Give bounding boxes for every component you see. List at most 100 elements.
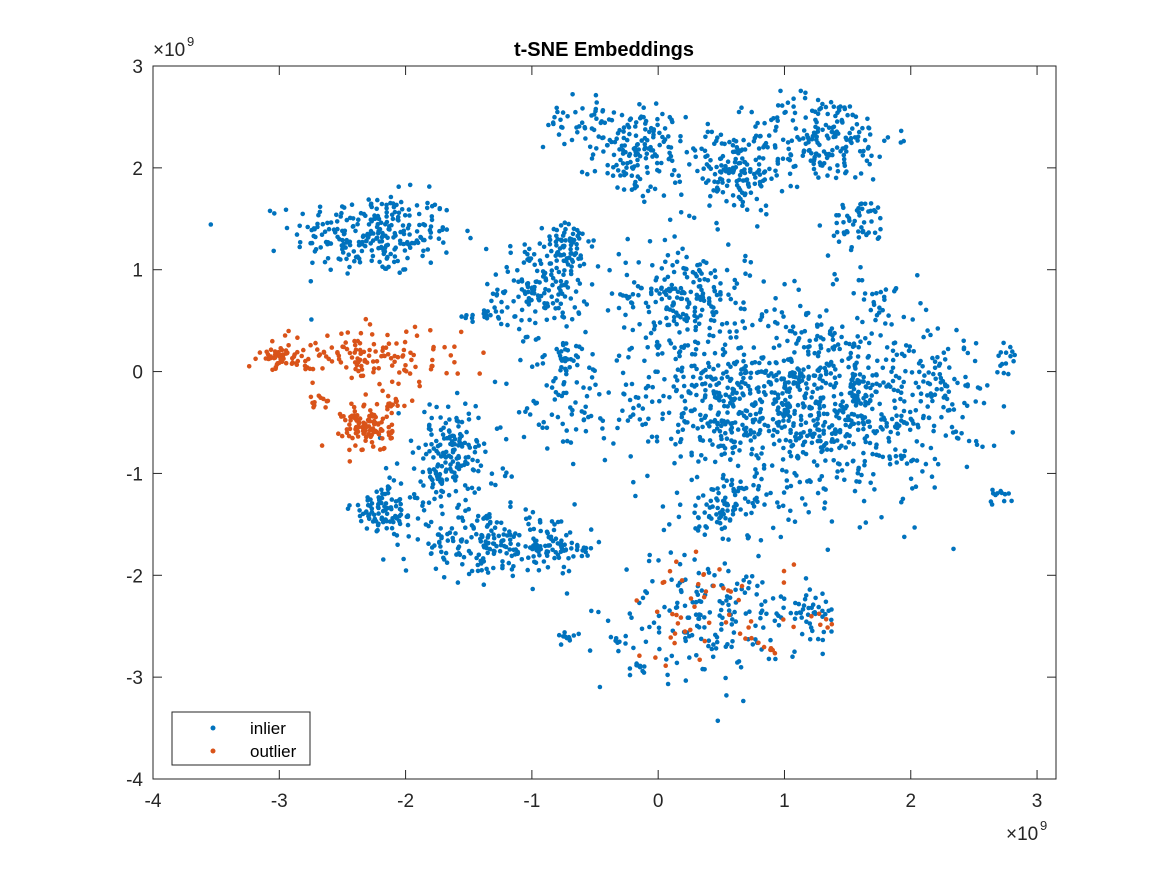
point-inlier (310, 260, 315, 266)
point-inlier (570, 461, 576, 467)
point-inlier (556, 132, 562, 137)
point-inlier (810, 628, 815, 634)
point-inlier (560, 439, 566, 444)
point-inlier (812, 382, 817, 388)
point-outlier (257, 350, 263, 355)
point-inlier (726, 170, 732, 176)
point-inlier (841, 156, 847, 162)
point-inlier (929, 394, 934, 400)
point-inlier (745, 182, 751, 187)
point-inlier (391, 478, 397, 483)
point-inlier (677, 502, 683, 508)
point-inlier (555, 541, 561, 546)
point-inlier (742, 258, 747, 264)
point-inlier (650, 579, 655, 584)
point-inlier (856, 206, 861, 211)
point-inlier (817, 376, 822, 381)
point-outlier (356, 368, 361, 374)
point-outlier (693, 549, 699, 555)
point-inlier (932, 485, 937, 490)
point-inlier (909, 370, 915, 375)
point-outlier (268, 347, 274, 353)
point-inlier (578, 253, 583, 258)
point-outlier (272, 349, 278, 354)
point-inlier (868, 201, 874, 206)
point-inlier (527, 317, 532, 323)
point-inlier (937, 372, 943, 377)
point-inlier (712, 179, 717, 184)
point-inlier (382, 491, 388, 497)
point-inlier (813, 117, 818, 123)
point-inlier (779, 425, 785, 431)
point-inlier (1009, 498, 1014, 504)
point-inlier (374, 236, 379, 241)
point-inlier (839, 468, 845, 473)
point-inlier (862, 201, 868, 207)
point-inlier (367, 503, 373, 509)
point-inlier (741, 300, 746, 305)
point-inlier (831, 233, 837, 239)
point-inlier (835, 461, 841, 466)
point-inlier (846, 356, 851, 362)
point-inlier (942, 357, 948, 362)
point-inlier (921, 379, 926, 384)
point-inlier (762, 599, 768, 604)
point-inlier (866, 353, 871, 359)
point-inlier (702, 667, 707, 672)
legend[interactable]: inlier outlier (171, 711, 311, 766)
point-outlier (369, 332, 375, 337)
y-tick-label: -1 (126, 464, 143, 485)
point-inlier (815, 97, 821, 103)
point-inlier (484, 516, 490, 521)
point-inlier (385, 242, 391, 248)
point-inlier (871, 472, 876, 477)
point-inlier (615, 425, 620, 431)
point-inlier (880, 427, 885, 432)
point-inlier (495, 314, 501, 320)
point-inlier (841, 152, 847, 158)
point-inlier (859, 206, 865, 212)
point-inlier (467, 445, 473, 450)
point-inlier (755, 120, 760, 126)
point-inlier (749, 574, 755, 579)
point-inlier (884, 424, 889, 429)
point-outlier (392, 353, 398, 359)
point-inlier (707, 438, 713, 443)
point-inlier (443, 420, 449, 426)
point-inlier (825, 547, 831, 553)
point-inlier (572, 502, 577, 507)
point-inlier (657, 320, 663, 325)
y-exponent-power: 9 (187, 34, 194, 49)
point-inlier (468, 235, 473, 241)
point-inlier (515, 268, 520, 273)
point-inlier (758, 407, 764, 412)
point-inlier (386, 264, 391, 270)
point-inlier (816, 350, 822, 355)
point-inlier (748, 412, 753, 418)
point-inlier (715, 227, 720, 232)
point-inlier (703, 524, 708, 529)
point-inlier (701, 259, 706, 264)
point-inlier (890, 378, 896, 384)
point-inlier (429, 545, 435, 550)
point-inlier (612, 139, 618, 145)
point-inlier (405, 522, 411, 528)
point-inlier (822, 506, 827, 511)
point-inlier (394, 516, 400, 521)
point-inlier (397, 270, 403, 276)
point-outlier (672, 631, 678, 636)
point-outlier (697, 657, 702, 663)
point-inlier (637, 417, 643, 422)
point-inlier (741, 413, 747, 419)
point-inlier (586, 239, 591, 244)
point-inlier (527, 515, 532, 520)
point-inlier (803, 502, 808, 507)
point-inlier (781, 413, 787, 419)
point-outlier (301, 347, 306, 353)
point-inlier (533, 337, 539, 342)
point-inlier (531, 252, 537, 257)
point-inlier (769, 463, 775, 468)
point-inlier (592, 168, 598, 174)
point-inlier (1008, 353, 1013, 359)
